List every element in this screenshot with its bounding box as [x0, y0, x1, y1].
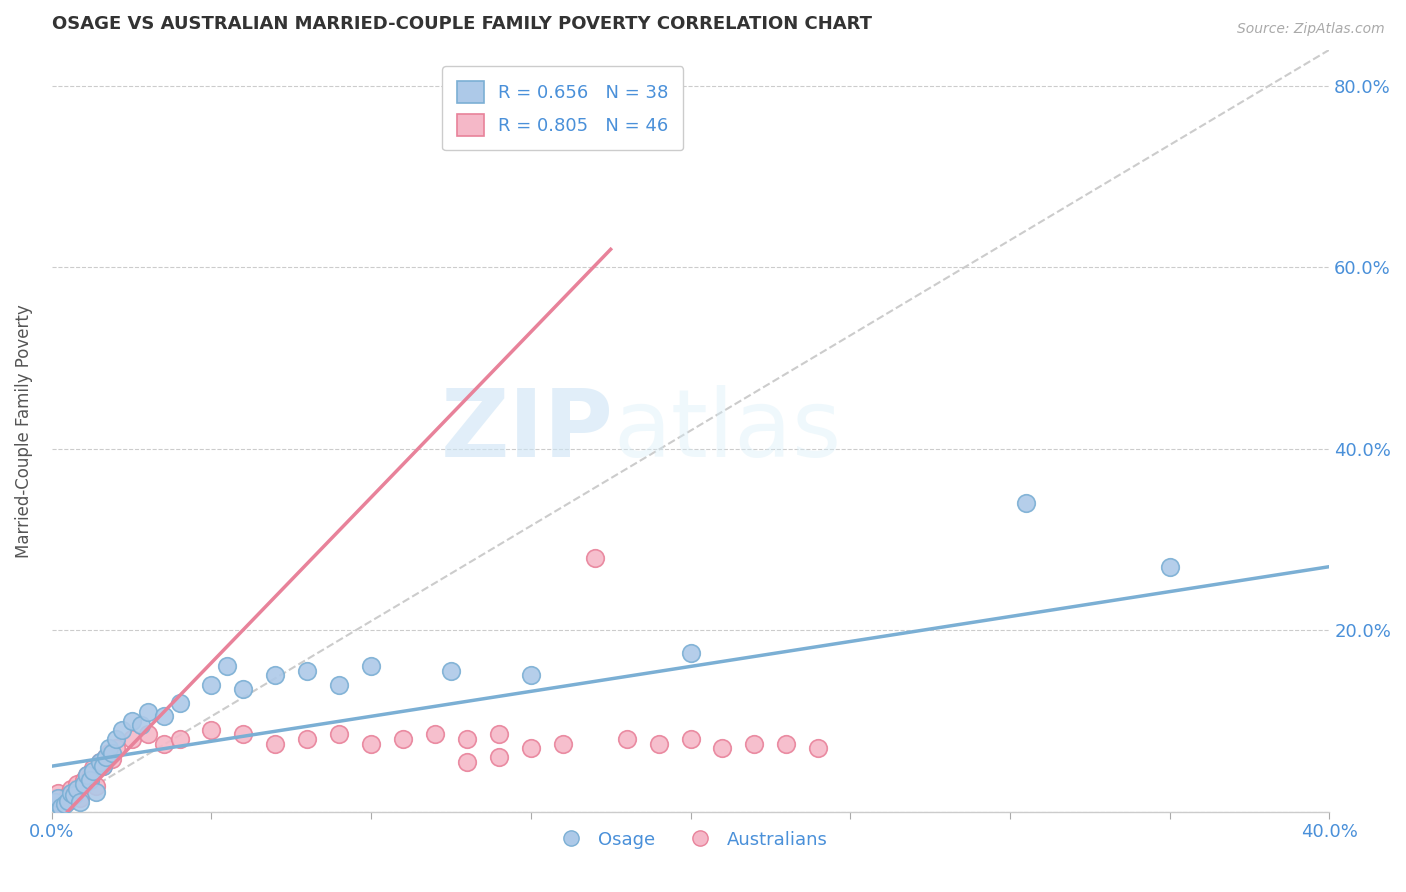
Point [56, 788, 79, 802]
Point [328, 727, 350, 741]
Point [679, 731, 702, 746]
Point [51, 797, 73, 812]
Point [520, 668, 543, 682]
Point [73, 772, 96, 787]
Point [82, 764, 104, 778]
Point [1015, 496, 1038, 510]
Point [217, 659, 239, 673]
Point [264, 668, 287, 682]
Point [56, 794, 79, 808]
Point [79, 770, 101, 784]
Point [59, 781, 82, 796]
Point [46, 786, 69, 800]
Point [1159, 559, 1181, 574]
Text: ZIP: ZIP [441, 384, 614, 476]
Point [583, 550, 606, 565]
Point [297, 731, 319, 746]
Point [46, 791, 69, 805]
Point [94, 750, 117, 764]
Point [76, 768, 98, 782]
Point [169, 696, 191, 710]
Point [44, 791, 66, 805]
Point [63, 788, 86, 802]
Point [69, 791, 91, 805]
Y-axis label: Married-Couple Family Poverty: Married-Couple Family Poverty [15, 304, 32, 558]
Point [264, 737, 287, 751]
Legend: R = 0.656   N = 38, R = 0.805   N = 46: R = 0.656 N = 38, R = 0.805 N = 46 [443, 67, 683, 150]
Point [104, 741, 127, 756]
Point [169, 731, 191, 746]
Point [121, 714, 143, 728]
Point [59, 786, 82, 800]
Point [82, 761, 104, 775]
Point [91, 759, 114, 773]
Point [66, 781, 89, 796]
Point [647, 737, 669, 751]
Point [488, 750, 510, 764]
Point [232, 682, 254, 697]
Point [89, 755, 111, 769]
Point [200, 723, 222, 737]
Point [86, 784, 108, 798]
Point [104, 731, 127, 746]
Point [98, 746, 121, 760]
Point [679, 646, 702, 660]
Point [152, 737, 174, 751]
Point [101, 752, 124, 766]
Point [91, 759, 114, 773]
Point [551, 737, 574, 751]
Point [775, 737, 797, 751]
Point [297, 664, 319, 678]
Point [232, 727, 254, 741]
Point [488, 727, 510, 741]
Point [79, 772, 101, 787]
Point [136, 705, 159, 719]
Text: Source: ZipAtlas.com: Source: ZipAtlas.com [1237, 22, 1385, 37]
Point [89, 755, 111, 769]
Point [744, 737, 766, 751]
Point [86, 779, 108, 793]
Point [53, 797, 76, 812]
Point [76, 768, 98, 782]
Point [53, 794, 76, 808]
Text: OSAGE VS AUSTRALIAN MARRIED-COUPLE FAMILY POVERTY CORRELATION CHART: OSAGE VS AUSTRALIAN MARRIED-COUPLE FAMIL… [52, 15, 872, 33]
Point [69, 796, 91, 810]
Point [129, 718, 152, 732]
Text: atlas: atlas [614, 384, 842, 476]
Point [616, 731, 638, 746]
Point [807, 741, 830, 756]
Point [456, 755, 478, 769]
Point [51, 800, 73, 814]
Point [360, 659, 382, 673]
Point [520, 741, 543, 756]
Point [328, 677, 350, 691]
Point [392, 731, 415, 746]
Point [360, 737, 382, 751]
Point [200, 677, 222, 691]
Point [121, 731, 143, 746]
Point [711, 741, 734, 756]
Point [136, 727, 159, 741]
Point [73, 777, 96, 791]
Point [66, 777, 89, 791]
Point [44, 796, 66, 810]
Point [111, 723, 134, 737]
Point [423, 727, 446, 741]
Point [98, 741, 121, 756]
Point [456, 731, 478, 746]
Point [94, 750, 117, 764]
Point [101, 746, 124, 760]
Point [152, 709, 174, 723]
Point [440, 664, 463, 678]
Point [63, 784, 86, 798]
